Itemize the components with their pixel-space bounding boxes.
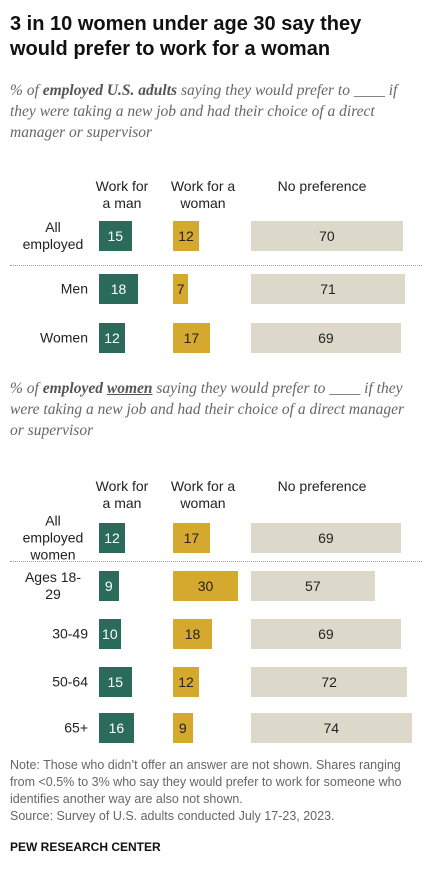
value-label: 10 (102, 626, 118, 642)
value-label: 15 (107, 674, 124, 690)
legend-label: Work for a woman (170, 478, 236, 511)
category-label: Women (40, 329, 88, 346)
value-label: 57 (305, 578, 321, 594)
bar (99, 274, 139, 304)
bar (99, 619, 121, 649)
value-label: 16 (108, 720, 125, 736)
subtitle-text: employed U.S. adults (42, 82, 178, 99)
value-label: 12 (104, 530, 120, 546)
legend-label: No preference (277, 178, 367, 194)
bar (173, 274, 189, 304)
value-label: 7 (176, 281, 185, 297)
note-text: Note: Those who didn’t offer an answer a… (10, 758, 402, 806)
bar (99, 713, 134, 743)
bar (99, 323, 126, 353)
category-label: 65+ (64, 719, 88, 736)
source: Source: Survey of U.S. adults conducted … (10, 809, 335, 823)
legend-label: Work for a man (95, 478, 149, 511)
subtitle: % of employed U.S. adults saying they wo… (10, 80, 415, 143)
value-label: 12 (178, 674, 194, 690)
subtitle-text: women (106, 380, 153, 397)
bar (251, 713, 412, 743)
subtitle-text: saying they would prefer to ____ if they… (10, 82, 398, 141)
subtitle-text: % of (10, 380, 43, 397)
subtitle-text: employed (42, 380, 107, 397)
value-label: 71 (320, 281, 336, 297)
bar (251, 619, 401, 649)
title: 3 in 10 women under age 30 say they woul… (10, 13, 362, 60)
bar (173, 323, 210, 353)
bar (173, 221, 200, 251)
category-label: Ages 18-29 (24, 569, 82, 602)
subtitle-text: saying they would prefer to ____ if they… (10, 380, 405, 439)
category-label: All employed women (22, 512, 84, 563)
category-label: 30-49 (52, 625, 88, 642)
category-label: Men (60, 280, 88, 297)
bar (173, 619, 213, 649)
bar (173, 571, 239, 601)
bar (251, 274, 406, 304)
legend-label: Work for a man (95, 178, 149, 211)
value-label: 9 (104, 578, 113, 594)
value-label: 15 (107, 228, 124, 244)
note: Note: Those who didn’t offer an answer a… (10, 757, 420, 825)
value-label: 69 (318, 626, 334, 642)
category-label: 50-64 (52, 673, 88, 690)
value-label: 30 (197, 578, 214, 594)
bar (251, 523, 401, 553)
bar (173, 667, 200, 697)
value-label: 12 (104, 330, 120, 346)
separator (10, 561, 422, 562)
value-label: 74 (323, 720, 340, 736)
bar (99, 523, 126, 553)
bar (99, 571, 119, 601)
bar (251, 571, 375, 601)
bar (99, 667, 132, 697)
bar (251, 667, 408, 697)
subtitle-text: % of (10, 82, 43, 99)
value-label: 69 (318, 330, 334, 346)
value-label: 18 (184, 626, 201, 642)
value-label: 17 (183, 530, 200, 546)
subtitle: % of employed women saying they would pr… (10, 378, 415, 441)
bar (251, 221, 403, 251)
legend-label: Work for a woman (170, 178, 236, 211)
bar (99, 221, 132, 251)
value-label: 70 (319, 228, 335, 244)
value-label: 17 (183, 330, 200, 346)
separator (10, 265, 422, 266)
bar (173, 523, 210, 553)
value-label: 72 (321, 674, 337, 690)
value-label: 12 (178, 228, 194, 244)
bar (173, 713, 193, 743)
value-label: 9 (178, 720, 187, 736)
bar (251, 323, 401, 353)
value-label: 69 (318, 530, 334, 546)
category-label: All employed (22, 219, 84, 252)
credit: PEW RESEARCH CENTER (10, 840, 161, 854)
value-label: 18 (110, 281, 127, 297)
legend-label: No preference (277, 478, 367, 494)
